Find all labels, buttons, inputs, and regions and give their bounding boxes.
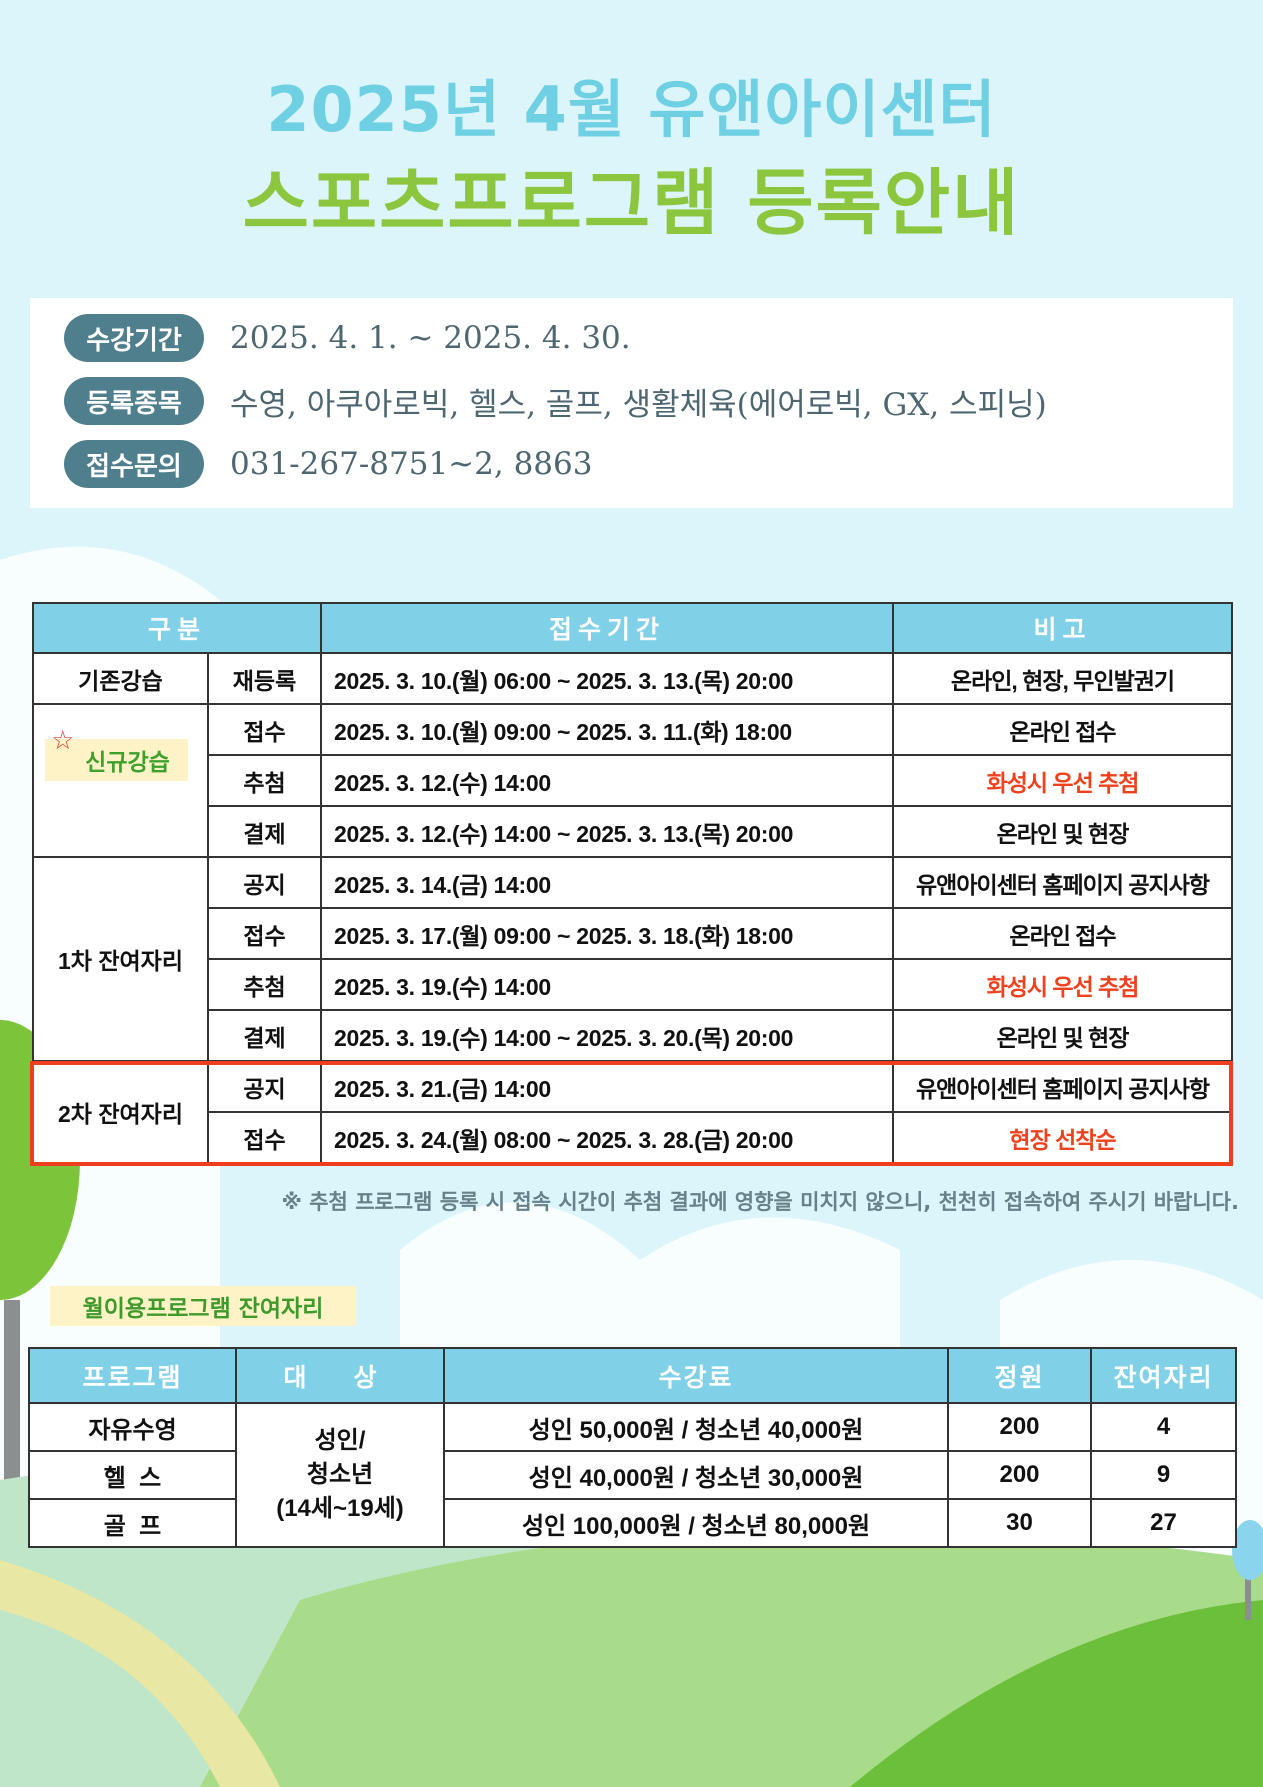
table-row: 접수 2025. 3. 17.(월) 09:00 ~ 2025. 3. 18.(… xyxy=(33,907,1234,960)
info-label: 등록종목 xyxy=(64,377,204,425)
step: 접수 xyxy=(206,703,323,756)
step: 공지 xyxy=(206,1060,323,1113)
header-category: 구분 xyxy=(31,602,323,654)
step: 접수 xyxy=(206,907,323,960)
fee: 성인 100,000원 / 청소년 80,000원 xyxy=(443,1498,949,1548)
table-row: 자유수영 성인/ 청소년 (14세~19세) 성인 50,000원 / 청소년 … xyxy=(28,1402,1237,1548)
target-line: (14세~19세) xyxy=(276,1495,404,1522)
period: 2025. 3. 14.(금) 14:00 xyxy=(320,856,895,909)
step: 재등록 xyxy=(206,652,323,705)
table-header: 구분 접수기간 비고 xyxy=(31,602,1234,654)
group-first: 1차 잔여자리 xyxy=(32,856,209,1062)
table-row: 골 프 성인 100,000원 / 청소년 80,000원 30 27 xyxy=(28,1498,1237,1548)
step: 추첨 xyxy=(206,958,323,1011)
step: 공지 xyxy=(206,856,323,909)
period: 2025. 3. 19.(수) 14:00 xyxy=(320,958,895,1011)
period: 2025. 3. 19.(수) 14:00 ~ 2025. 3. 20.(목) … xyxy=(320,1009,895,1062)
note: 온라인 및 현장 xyxy=(892,805,1234,858)
group-existing: 기존강습 xyxy=(32,652,209,705)
period: 2025. 3. 10.(월) 06:00 ~ 2025. 3. 13.(목) … xyxy=(320,652,895,705)
monthly-table: 프로그램 대 상 수강료 정원 잔여자리 자유수영 성인/ 청소년 (14세~1… xyxy=(28,1347,1237,1548)
note: 현장 선착순 xyxy=(892,1111,1234,1164)
note: 화성시 우선 추첨 xyxy=(892,754,1234,807)
step: 결제 xyxy=(206,1009,323,1062)
note: 유앤아이센터 홈페이지 공지사항 xyxy=(892,1060,1234,1113)
info-value: 수영, 아쿠아로빅, 헬스, 골프, 생활체육(에어로빅, GX, 스피닝) xyxy=(230,386,1047,423)
capacity: 30 xyxy=(947,1498,1092,1548)
group-new: ☆ 신규강습 xyxy=(32,703,209,858)
table-row: 추첨 2025. 3. 19.(수) 14:00 화성시 우선 추첨 xyxy=(33,958,1234,1011)
info-label: 접수문의 xyxy=(64,440,204,488)
program: 자유수영 xyxy=(28,1402,237,1452)
table-row: 헬 스 성인 40,000원 / 청소년 30,000원 200 9 xyxy=(28,1450,1237,1500)
capacity: 200 xyxy=(947,1402,1092,1452)
note: 온라인 접수 xyxy=(892,907,1234,960)
step: 결제 xyxy=(206,805,323,858)
target-line: 청소년 xyxy=(306,1461,374,1488)
table-header: 프로그램 대 상 수강료 정원 잔여자리 xyxy=(28,1347,1237,1404)
target: 성인/ 청소년 (14세~19세) xyxy=(235,1402,445,1548)
note: 유앤아이센터 홈페이지 공지사항 xyxy=(892,856,1234,909)
period: 2025. 3. 12.(수) 14:00 ~ 2025. 3. 13.(목) … xyxy=(320,805,895,858)
info-value: 2025. 4. 1. ~ 2025. 4. 30. xyxy=(230,320,631,356)
fee: 성인 40,000원 / 청소년 30,000원 xyxy=(443,1450,949,1500)
info-programs: 등록종목 수영, 아쿠아로빅, 헬스, 골프, 생활체육(에어로빅, GX, 스… xyxy=(64,376,1047,426)
table-row: 결제 2025. 3. 12.(수) 14:00 ~ 2025. 3. 13.(… xyxy=(33,805,1234,858)
note: 온라인 및 현장 xyxy=(892,1009,1234,1062)
footnote: ※ 추첨 프로그램 등록 시 접속 시간이 추첨 결과에 영향을 미치지 않으니… xyxy=(281,1190,1239,1214)
table-row: 2차 잔여자리 공지 2025. 3. 21.(금) 14:00 유앤아이센터 … xyxy=(32,1060,1234,1164)
header-program: 프로그램 xyxy=(28,1347,237,1404)
period: 2025. 3. 17.(월) 09:00 ~ 2025. 3. 18.(화) … xyxy=(320,907,895,960)
table-row: 접수 2025. 3. 24.(월) 08:00 ~ 2025. 3. 28.(… xyxy=(33,1111,1234,1164)
note: 온라인 접수 xyxy=(892,703,1234,756)
note: 화성시 우선 추첨 xyxy=(892,958,1234,1011)
info-label: 수강기간 xyxy=(64,314,204,362)
program: 헬 스 xyxy=(28,1450,237,1500)
info-contact: 접수문의 031-267-8751~2, 8863 xyxy=(64,439,592,489)
step: 추첨 xyxy=(206,754,323,807)
table-row: 1차 잔여자리 공지 2025. 3. 14.(금) 14:00 유앤아이센터 … xyxy=(32,856,1234,1062)
header-target: 대 상 xyxy=(235,1347,445,1404)
new-badge: ☆ 신규강습 xyxy=(45,725,188,781)
remaining: 9 xyxy=(1090,1450,1237,1500)
period: 2025. 3. 24.(월) 08:00 ~ 2025. 3. 28.(금) … xyxy=(320,1111,895,1164)
period: 2025. 3. 21.(금) 14:00 xyxy=(320,1060,895,1113)
table-row: 추첨 2025. 3. 12.(수) 14:00 화성시 우선 추첨 xyxy=(33,754,1234,807)
info-value: 031-267-8751~2, 8863 xyxy=(230,446,593,482)
info-box: 수강기간 2025. 4. 1. ~ 2025. 4. 30. 등록종목 수영,… xyxy=(30,298,1233,508)
title-line2: 스포츠프로그램 등록안내 xyxy=(242,161,1021,245)
target-line: 성인/ xyxy=(314,1427,366,1454)
step: 접수 xyxy=(206,1111,323,1164)
remaining: 27 xyxy=(1090,1498,1237,1548)
capacity: 200 xyxy=(947,1450,1092,1500)
star-icon: ☆ xyxy=(51,725,75,755)
title-line1: 2025년 4월 유앤아이센터 xyxy=(266,73,997,146)
header-period: 접수기간 xyxy=(320,602,895,654)
header-fee: 수강료 xyxy=(443,1347,949,1404)
period: 2025. 3. 12.(수) 14:00 xyxy=(320,754,895,807)
remaining: 4 xyxy=(1090,1402,1237,1452)
header-capacity: 정원 xyxy=(947,1347,1092,1404)
period: 2025. 3. 10.(월) 09:00 ~ 2025. 3. 11.(화) … xyxy=(320,703,895,756)
program: 골 프 xyxy=(28,1498,237,1548)
monthly-section-label: 월이용프로그램 잔여자리 xyxy=(50,1286,356,1326)
table-row: ☆ 신규강습 접수 2025. 3. 10.(월) 09:00 ~ 2025. 3… xyxy=(32,703,1234,858)
header-note: 비고 xyxy=(892,602,1234,654)
header-remaining: 잔여자리 xyxy=(1090,1347,1237,1404)
note: 온라인, 현장, 무인발권기 xyxy=(892,652,1234,705)
group-new-label: 신규강습 xyxy=(85,749,170,775)
schedule-table: 구분 접수기간 비고 기존강습 재등록 2025. 3. 10.(월) 06:0… xyxy=(31,602,1234,1164)
info-period: 수강기간 2025. 4. 1. ~ 2025. 4. 30. xyxy=(64,313,631,363)
fee: 성인 50,000원 / 청소년 40,000원 xyxy=(443,1402,949,1452)
group-second: 2차 잔여자리 xyxy=(32,1060,209,1164)
table-row: 결제 2025. 3. 19.(수) 14:00 ~ 2025. 3. 20.(… xyxy=(33,1009,1234,1062)
table-row: 기존강습 재등록 2025. 3. 10.(월) 06:00 ~ 2025. 3… xyxy=(32,652,1234,705)
